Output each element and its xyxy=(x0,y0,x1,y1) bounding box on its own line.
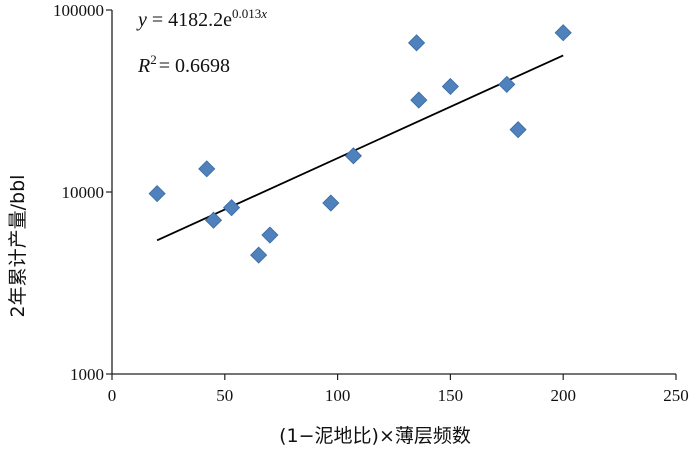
x-tick-label: 0 xyxy=(108,386,117,405)
data-point xyxy=(498,75,516,93)
data-point xyxy=(250,246,268,264)
y-tick-label: 100000 xyxy=(53,1,104,20)
y-axis-title: 2年累计产量/bbl xyxy=(7,175,29,318)
equation-exponent: 0.013 xyxy=(232,6,261,21)
x-tick-label: 150 xyxy=(438,386,464,405)
data-point xyxy=(223,199,241,217)
equation-lhs: y xyxy=(136,9,147,31)
data-point xyxy=(322,194,340,212)
data-point xyxy=(441,77,459,96)
y-tick-label: 1000 xyxy=(70,365,104,384)
equation-exponent-var: x xyxy=(260,6,267,21)
x-axis-title: (1−泥地比)×薄层频数 xyxy=(279,425,471,447)
equation-body: = 4182.2e xyxy=(147,9,232,31)
x-tick-label: 100 xyxy=(325,386,351,405)
r-squared-symbol: R xyxy=(137,55,150,77)
x-tick-label: 250 xyxy=(663,386,689,405)
data-point xyxy=(410,91,428,109)
data-point xyxy=(407,34,426,52)
y-ticks: 1000 10000 100000 xyxy=(53,1,112,384)
data-points xyxy=(148,24,572,264)
data-point xyxy=(261,226,279,244)
x-tick-label: 50 xyxy=(216,386,233,405)
data-point xyxy=(509,121,527,139)
r-squared-sup: 2 xyxy=(150,52,157,67)
r-squared: R2 = 0.6698 xyxy=(137,52,230,77)
data-point xyxy=(198,160,216,178)
x-tick-label: 200 xyxy=(550,386,576,405)
trend-equation: y = 4182.2e0.013x xyxy=(136,6,267,31)
trendline xyxy=(156,54,564,242)
y-tick-label: 10000 xyxy=(62,183,105,202)
data-point xyxy=(204,211,223,229)
data-point xyxy=(554,24,572,42)
data-point xyxy=(148,185,166,203)
trendline-group xyxy=(156,54,564,242)
data-point xyxy=(344,147,362,165)
x-ticks: 0 50 100 150 200 250 xyxy=(108,374,689,405)
r-squared-value: = 0.6698 xyxy=(159,55,230,77)
